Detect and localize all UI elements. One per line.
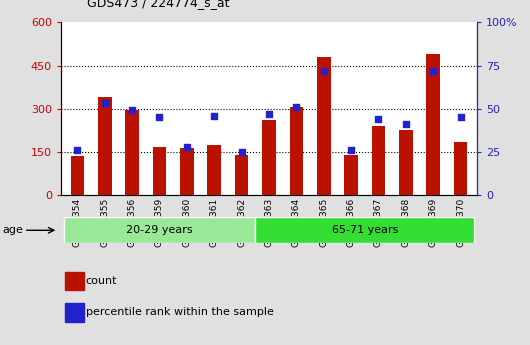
Point [183,144,191,149]
Point [128,108,136,113]
Bar [153,147,166,195]
Bar [66,272,84,290]
Point [73,147,82,153]
Text: 65-71 years: 65-71 years [332,225,398,235]
Bar [454,142,467,195]
Bar [235,155,249,195]
Bar [399,130,413,195]
Point [292,104,301,110]
Bar [255,217,474,243]
Bar [262,120,276,195]
Point [347,147,355,153]
Point [374,116,383,122]
Point [210,113,218,118]
Bar [426,54,440,195]
Bar [98,97,112,195]
Bar [66,303,84,322]
Text: percentile rank within the sample: percentile rank within the sample [86,307,273,317]
Bar [64,217,255,243]
Point [265,111,273,117]
Text: count: count [86,276,117,286]
Bar [180,148,193,195]
Bar [344,155,358,195]
Point [320,68,328,73]
Point [237,149,246,155]
Point [101,101,109,106]
Text: GDS473 / 224774_s_at: GDS473 / 224774_s_at [87,0,230,9]
Point [402,121,410,127]
Text: age: age [3,225,23,235]
Bar [317,57,331,195]
Point [456,115,465,120]
Bar [125,110,139,195]
Bar [70,156,84,195]
Point [155,115,164,120]
Bar [289,107,303,195]
Text: 20-29 years: 20-29 years [126,225,193,235]
Bar [207,146,221,195]
Bar [372,127,385,195]
Point [429,68,437,73]
